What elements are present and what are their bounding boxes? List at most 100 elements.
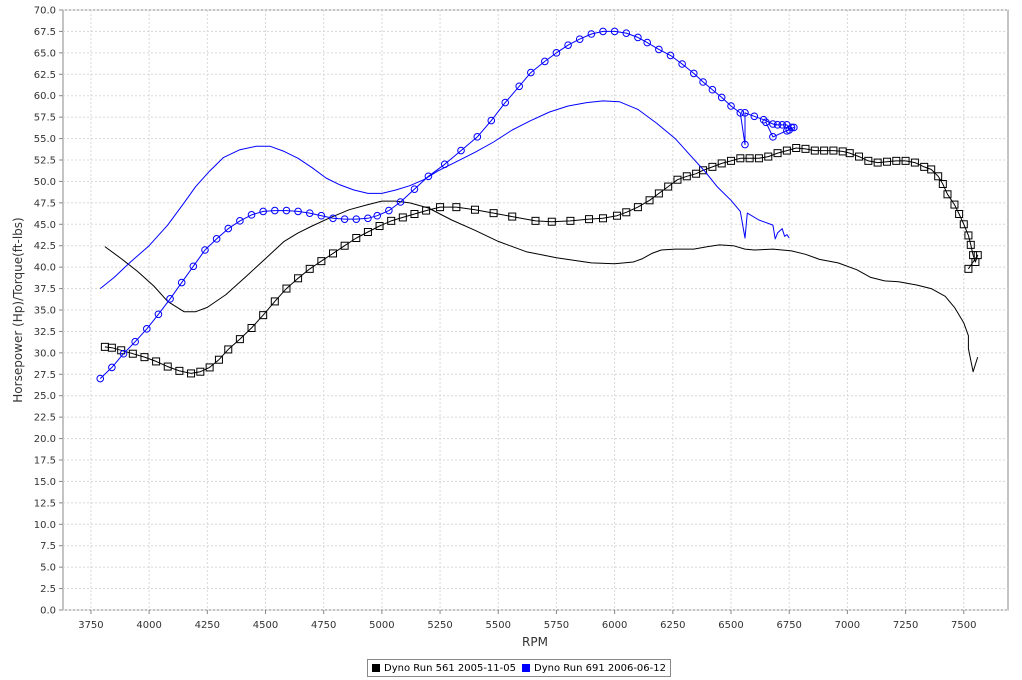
data-point-square (305, 264, 314, 273)
data-point-square (187, 369, 196, 378)
data-point-square (950, 200, 959, 209)
data-point-circle (741, 140, 749, 149)
data-point-square (964, 231, 973, 240)
data-point-square (782, 146, 791, 155)
y-tick-label: 40.0 (34, 263, 56, 274)
data-point-square (387, 216, 396, 225)
data-point-square (955, 210, 964, 218)
data-point-circle (610, 27, 619, 36)
data-point-circle (224, 224, 233, 233)
y-tick-label: 27.5 (34, 370, 56, 381)
legend-item-run-561: Dyno Run 561 2005-11-05 (372, 663, 516, 674)
data-point-square (508, 212, 517, 221)
y-tick-label: 37.5 (34, 284, 56, 295)
data-point-square (470, 205, 479, 214)
data-point-square (352, 234, 361, 242)
data-point-circle (666, 51, 675, 60)
data-point-circle (385, 206, 393, 215)
data-point-square (973, 251, 982, 260)
x-tick-label: 4250 (195, 620, 220, 631)
data-point-square (938, 180, 947, 188)
y-tick-label: 60.0 (34, 91, 56, 102)
data-point-square (943, 190, 952, 199)
data-point-circle (699, 78, 707, 86)
data-point-square (340, 241, 349, 250)
data-point-circle (678, 60, 686, 68)
data-point-circle (790, 123, 798, 132)
data-point-square (736, 154, 745, 163)
data-point-square (959, 220, 968, 229)
data-point-circle (119, 349, 128, 358)
data-point-square (708, 162, 717, 171)
legend-item-run-691: Dyno Run 691 2006-06-12 (522, 663, 666, 674)
data-point-square (329, 249, 337, 258)
data-point-circle (750, 112, 759, 121)
data-point-square (927, 165, 936, 174)
data-point-square (547, 217, 556, 226)
data-point-circle (783, 127, 791, 135)
y-tick-label: 32.5 (34, 327, 56, 338)
data-point-square (196, 367, 205, 376)
x-tick-label: 4000 (136, 620, 161, 631)
data-point-square (375, 222, 384, 230)
data-point-circle (271, 206, 279, 215)
y-tick-label: 12.5 (34, 498, 56, 509)
x-tick-label: 7500 (951, 620, 976, 631)
x-tick-label: 6250 (660, 620, 685, 631)
data-point-circle (340, 215, 349, 223)
data-point-square (745, 154, 754, 163)
data-point-square (873, 158, 882, 167)
data-point-square (410, 210, 419, 218)
data-point-square (107, 343, 116, 352)
data-point-circle (655, 45, 663, 54)
data-point-square (163, 362, 172, 371)
y-tick-label: 45.0 (34, 220, 56, 231)
legend-swatch-blue (522, 664, 530, 672)
data-point-circle (131, 337, 139, 346)
data-point-circle (736, 109, 745, 117)
data-point-square (910, 158, 919, 167)
data-point-square (436, 203, 445, 212)
data-point-square (934, 172, 943, 181)
data-point-square (664, 182, 673, 191)
data-point-circle (364, 214, 372, 223)
series-line-torque-3 (99, 100, 790, 289)
data-point-square (259, 311, 268, 320)
data-point-circle (717, 93, 726, 102)
data-point-square (810, 146, 819, 155)
data-point-square (294, 274, 303, 283)
data-point-square (175, 366, 184, 375)
data-point-circle (759, 115, 768, 124)
chart-legend: Dyno Run 561 2005-11-05 Dyno Run 691 200… (367, 659, 671, 677)
data-point-square (622, 208, 631, 217)
data-point-circle (166, 295, 174, 303)
data-point-square (901, 156, 910, 165)
gridlines (63, 9, 1008, 611)
x-tick-label: 6750 (776, 620, 801, 631)
data-point-square (654, 189, 663, 198)
x-axis-ticks: 3750 4000 4250 4500 4750 5000 5250 5500 5750 6000… (78, 610, 977, 631)
data-point-square (633, 203, 642, 212)
x-tick-label: 7000 (835, 620, 860, 631)
y-tick-label: 17.5 (34, 456, 56, 467)
data-point-circle (154, 310, 163, 319)
data-point-square (599, 214, 607, 223)
y-tick-label: 2.5 (40, 584, 56, 595)
y-tick-label: 70.0 (34, 6, 56, 17)
data-point-circle (424, 172, 433, 181)
data-point-circle (352, 215, 361, 223)
data-point-square (363, 228, 372, 236)
series-line-torque-1 (104, 200, 979, 373)
data-point-circle (622, 29, 631, 37)
data-point-circle (305, 209, 314, 217)
data-point-square (247, 324, 256, 332)
data-point-square (773, 149, 782, 158)
y-tick-label: 35.0 (34, 306, 56, 317)
data-point-circle (727, 102, 735, 110)
data-point-square (282, 284, 291, 293)
data-point-circle (236, 217, 244, 225)
y-tick-label: 22.5 (34, 413, 56, 424)
data-point-square (864, 156, 873, 165)
y-tick-label: 15.0 (34, 477, 56, 488)
data-point-square (214, 355, 223, 364)
